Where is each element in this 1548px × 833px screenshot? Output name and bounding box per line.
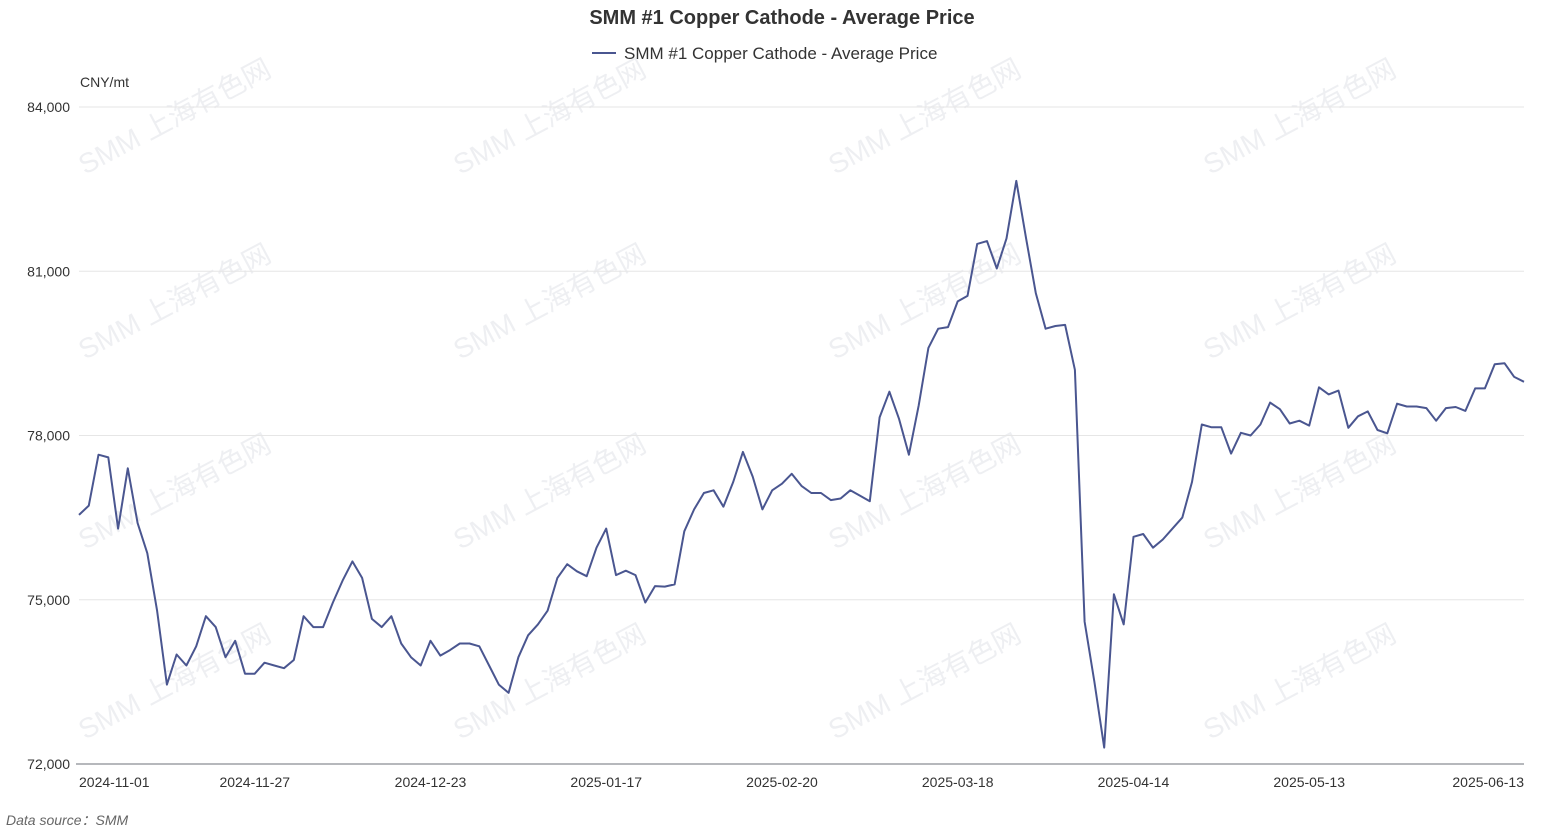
data-source-label: Data source：SMM	[6, 812, 128, 828]
watermark-text: SMM 上海有色网	[73, 428, 276, 555]
chart-title: SMM #1 Copper Cathode - Average Price	[589, 7, 974, 29]
watermark-text: SMM 上海有色网	[1198, 238, 1401, 365]
x-tick-label: 2024-11-01	[79, 774, 150, 790]
watermark-layer: SMM 上海有色网 SMM 上海有色网 SMM 上海有色网 SMM 上海有色网 SMM …	[73, 53, 1401, 745]
watermark-text: SMM 上海有色网	[448, 428, 651, 555]
watermark-text: SMM 上海有色网	[448, 238, 651, 365]
x-tick-label: 2025-02-20	[746, 774, 818, 790]
y-tick-label: 78,000	[27, 428, 70, 444]
x-tick-label: 2025-04-14	[1098, 774, 1170, 790]
watermark-text: SMM 上海有色网	[1198, 53, 1401, 180]
y-tick-label: 81,000	[27, 263, 70, 279]
x-tick-label: 2024-11-27	[219, 774, 290, 790]
x-tick-label: 2024-12-23	[395, 774, 467, 790]
series-line-copper-price	[78, 179, 1525, 749]
watermark-text: SMM 上海有色网	[448, 618, 651, 745]
watermark-text: SMM 上海有色网	[823, 53, 1026, 180]
x-tick-label: 2025-06-13	[1452, 774, 1524, 790]
watermark-text: SMM 上海有色网	[823, 238, 1026, 365]
y-axis-unit-label: CNY/mt	[80, 74, 129, 90]
gridlines	[79, 106, 1524, 601]
x-tick-label: 2025-03-18	[922, 774, 994, 790]
watermark-text: SMM 上海有色网	[823, 618, 1026, 745]
y-axis-ticks: 72,000 75,000 78,000 81,000 84,000	[27, 99, 70, 772]
x-tick-label: 2025-01-17	[570, 774, 642, 790]
y-tick-label: 84,000	[27, 99, 70, 115]
legend[interactable]: SMM #1 Copper Cathode - Average Price	[592, 44, 937, 63]
x-axis-ticks: 2024-11-01 2024-11-27 2024-12-23 2025-01-17…	[79, 774, 1524, 790]
y-tick-label: 75,000	[27, 592, 70, 608]
watermark-text: SMM 上海有色网	[73, 238, 276, 365]
watermark-text: SMM 上海有色网	[1198, 618, 1401, 745]
watermark-text: SMM 上海有色网	[73, 618, 276, 745]
y-tick-label: 72,000	[27, 756, 70, 772]
watermark-text: SMM 上海有色网	[448, 53, 651, 180]
x-tick-label: 2025-05-13	[1273, 774, 1345, 790]
watermark-text: SMM 上海有色网	[73, 53, 276, 180]
legend-entry-label: SMM #1 Copper Cathode - Average Price	[624, 44, 937, 63]
